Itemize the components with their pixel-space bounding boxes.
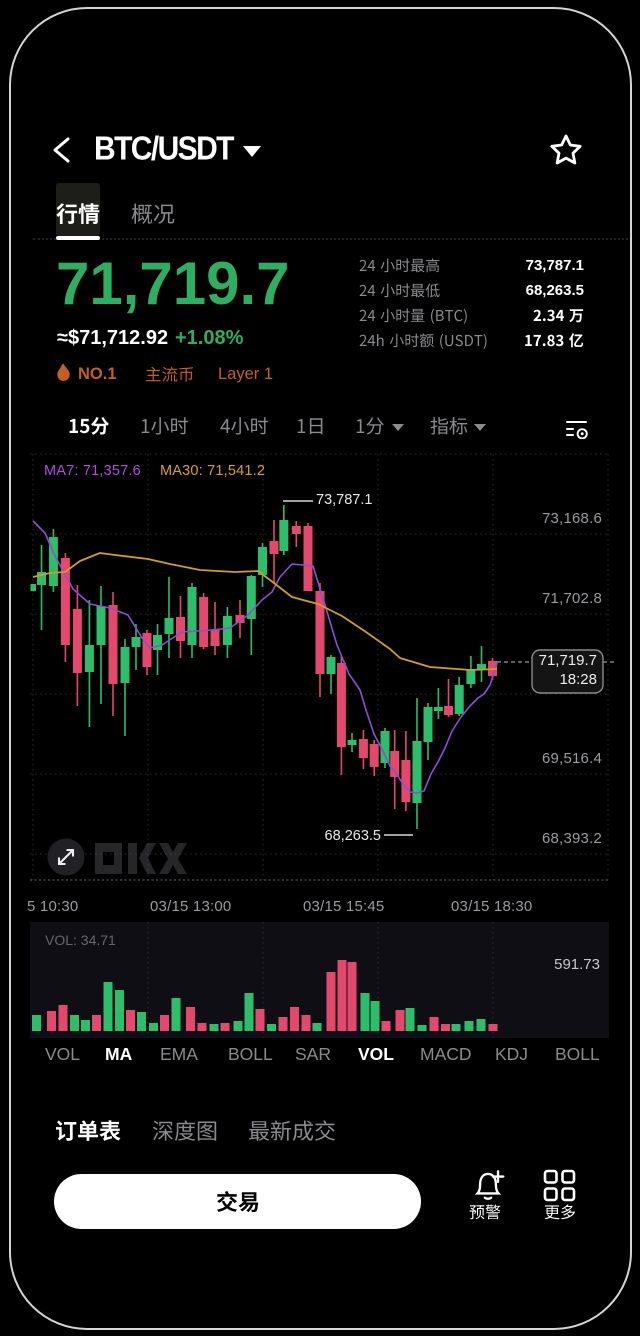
svg-text:69,516.4: 69,516.4: [542, 750, 602, 767]
svg-text:03/15 15:45: 03/15 15:45: [303, 898, 384, 915]
svg-text:68,393.2: 68,393.2: [542, 830, 602, 847]
svg-text:73,787.1: 73,787.1: [316, 492, 372, 508]
svg-text:71,702.8: 71,702.8: [542, 590, 602, 607]
svg-text:MA7: 71,357.6: MA7: 71,357.6: [44, 463, 141, 479]
svg-text:591.73: 591.73: [554, 956, 600, 973]
svg-text:MA30: 71,541.2: MA30: 71,541.2: [160, 463, 265, 479]
svg-text:03/15 18:30: 03/15 18:30: [451, 898, 532, 915]
svg-text:71,719.7: 71,719.7: [539, 652, 597, 669]
svg-text:5 10:30: 5 10:30: [27, 898, 78, 915]
svg-text:03/15 13:00: 03/15 13:00: [150, 898, 231, 915]
svg-text:73,168.6: 73,168.6: [542, 510, 602, 527]
svg-text:VOL: 34.71: VOL: 34.71: [45, 932, 116, 948]
svg-text:68,263.5: 68,263.5: [325, 828, 381, 844]
svg-text:18:28: 18:28: [559, 671, 597, 688]
